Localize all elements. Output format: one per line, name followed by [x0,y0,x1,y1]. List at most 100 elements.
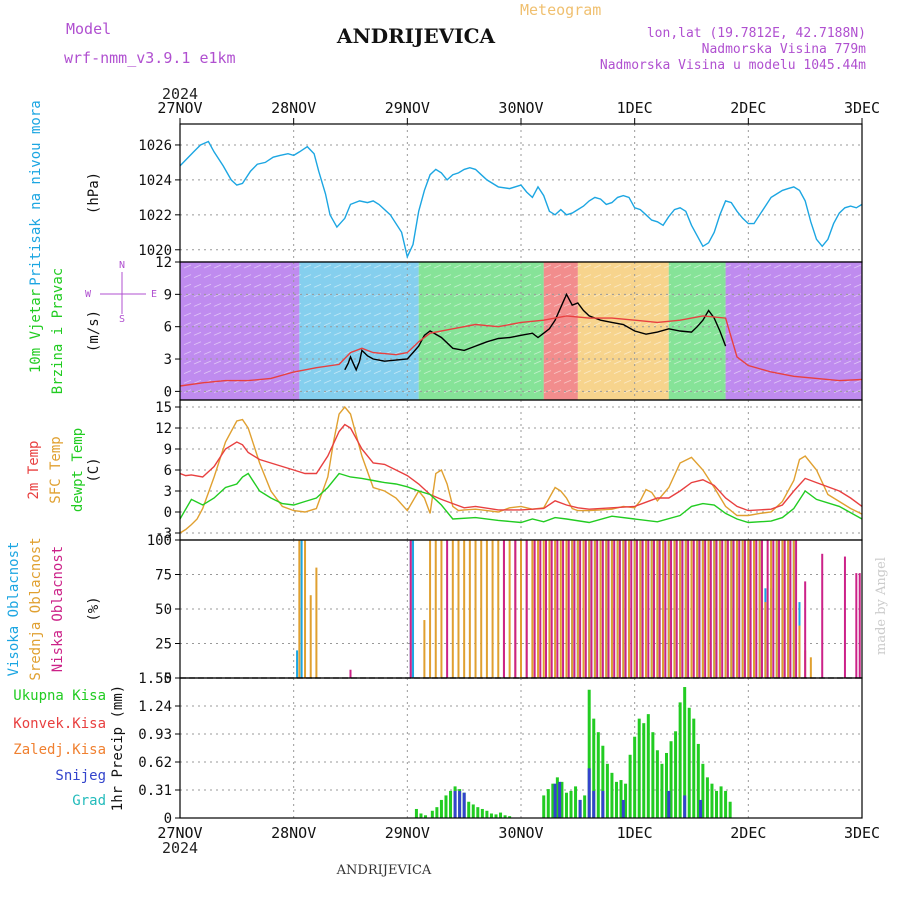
wind-arrow [523,379,532,384]
wind-arrow [573,264,582,269]
wind-arrow [473,389,482,394]
day-tick-label-bottom: 29NOV [385,824,430,842]
wind-arrow [253,379,262,384]
wind-arrow [543,322,552,326]
wind-arrow [823,389,832,394]
wind-arrow [553,351,562,355]
bar-mark [624,540,627,678]
bar-mark [664,540,667,678]
bar-mark [584,540,587,678]
wind-arrow [273,351,282,355]
bar-mark [624,783,628,818]
wind-arrow [283,274,292,278]
wind-arrow [193,351,202,355]
tick-label-y: 1020 [138,243,172,259]
bar-mark [587,689,591,818]
wind-arrow [373,274,382,278]
wind-arrow [603,379,612,384]
wind-arrow [773,341,782,346]
wind-arrow [253,264,262,269]
wind-arrow [713,274,722,278]
wind-arrow [613,341,622,346]
wind-arrow [233,274,242,278]
wind-arrow [203,303,212,307]
wind-arrow [233,264,242,269]
wind-arrow [713,379,722,384]
wind-arrow [563,341,572,346]
wind-arrow [383,274,392,278]
wind-arrow [513,264,522,269]
wind-arrow [203,264,212,269]
wind-arrow [813,360,822,365]
bar-mark [670,540,673,678]
wind-arrow [523,389,532,394]
wind-arrow [363,360,372,365]
wind-arrow [433,264,442,269]
wind-arrow [803,322,812,326]
lonlat-text: lon,lat (19.7812E, 42.7188N) [647,26,866,41]
wind-arrow [763,264,772,269]
wind-arrow [663,303,672,307]
wind-arrow [413,293,422,298]
bar-mark [424,815,428,818]
wind-arrow [723,379,732,384]
wind-arrow [633,370,642,374]
wind-arrow [743,312,752,317]
wind-arrow [383,370,392,374]
wind-arrow [653,264,662,269]
wind-arrow [363,293,372,298]
wind-arrow [623,341,632,346]
wind-arrow [483,312,492,317]
wind-arrow [353,303,362,307]
bar-mark [764,602,767,678]
wind-arrow [793,341,802,346]
wind-arrow [453,360,462,365]
bar-mark [678,702,682,818]
bar-mark [588,540,591,678]
wind-arrow [323,379,332,384]
bar-mark [705,777,709,818]
wind-arrow [813,341,822,346]
wind-arrow [413,322,422,326]
wind-arrow [213,370,222,374]
wind-arrow [683,293,692,298]
bar-mark [474,540,477,678]
wind-arrow [503,264,512,269]
wind-arrow [723,293,732,298]
wind-arrow [323,293,332,298]
bar-mark [613,540,616,678]
wind-arrow [523,322,532,326]
wind-arrow [253,351,262,355]
wind-arrow [583,331,592,336]
bar-mark [567,540,570,678]
wind-arrow [533,283,542,288]
wind-arrow [583,322,592,326]
wind-arrow [193,303,202,307]
wind-arrow [343,274,352,278]
wind-arrow [673,360,682,365]
wind-arrow [493,312,502,317]
wind-arrow [623,283,632,288]
wind-arrow [393,264,402,269]
wind-arrow [463,264,472,269]
wind-arrow [673,264,682,269]
bar-mark [674,731,678,818]
bar-mark [349,669,352,678]
wind-arrow [463,331,472,336]
wind-arrow [313,322,322,326]
bar-mark [596,732,600,818]
wind-arrow [523,283,532,288]
wind-arrow [753,360,762,365]
bar-mark [651,732,655,818]
wind-arrow [703,303,712,307]
bar-mark [300,540,303,678]
wind-arrow [633,312,642,317]
wind-arrow [693,303,702,307]
bar-mark [687,707,691,818]
bar-mark [719,786,723,818]
wind-arrow [293,264,302,269]
bar-mark [696,540,699,678]
wind-arrow [473,283,482,288]
wind-arrow [203,351,212,355]
bar-mark [701,763,705,818]
